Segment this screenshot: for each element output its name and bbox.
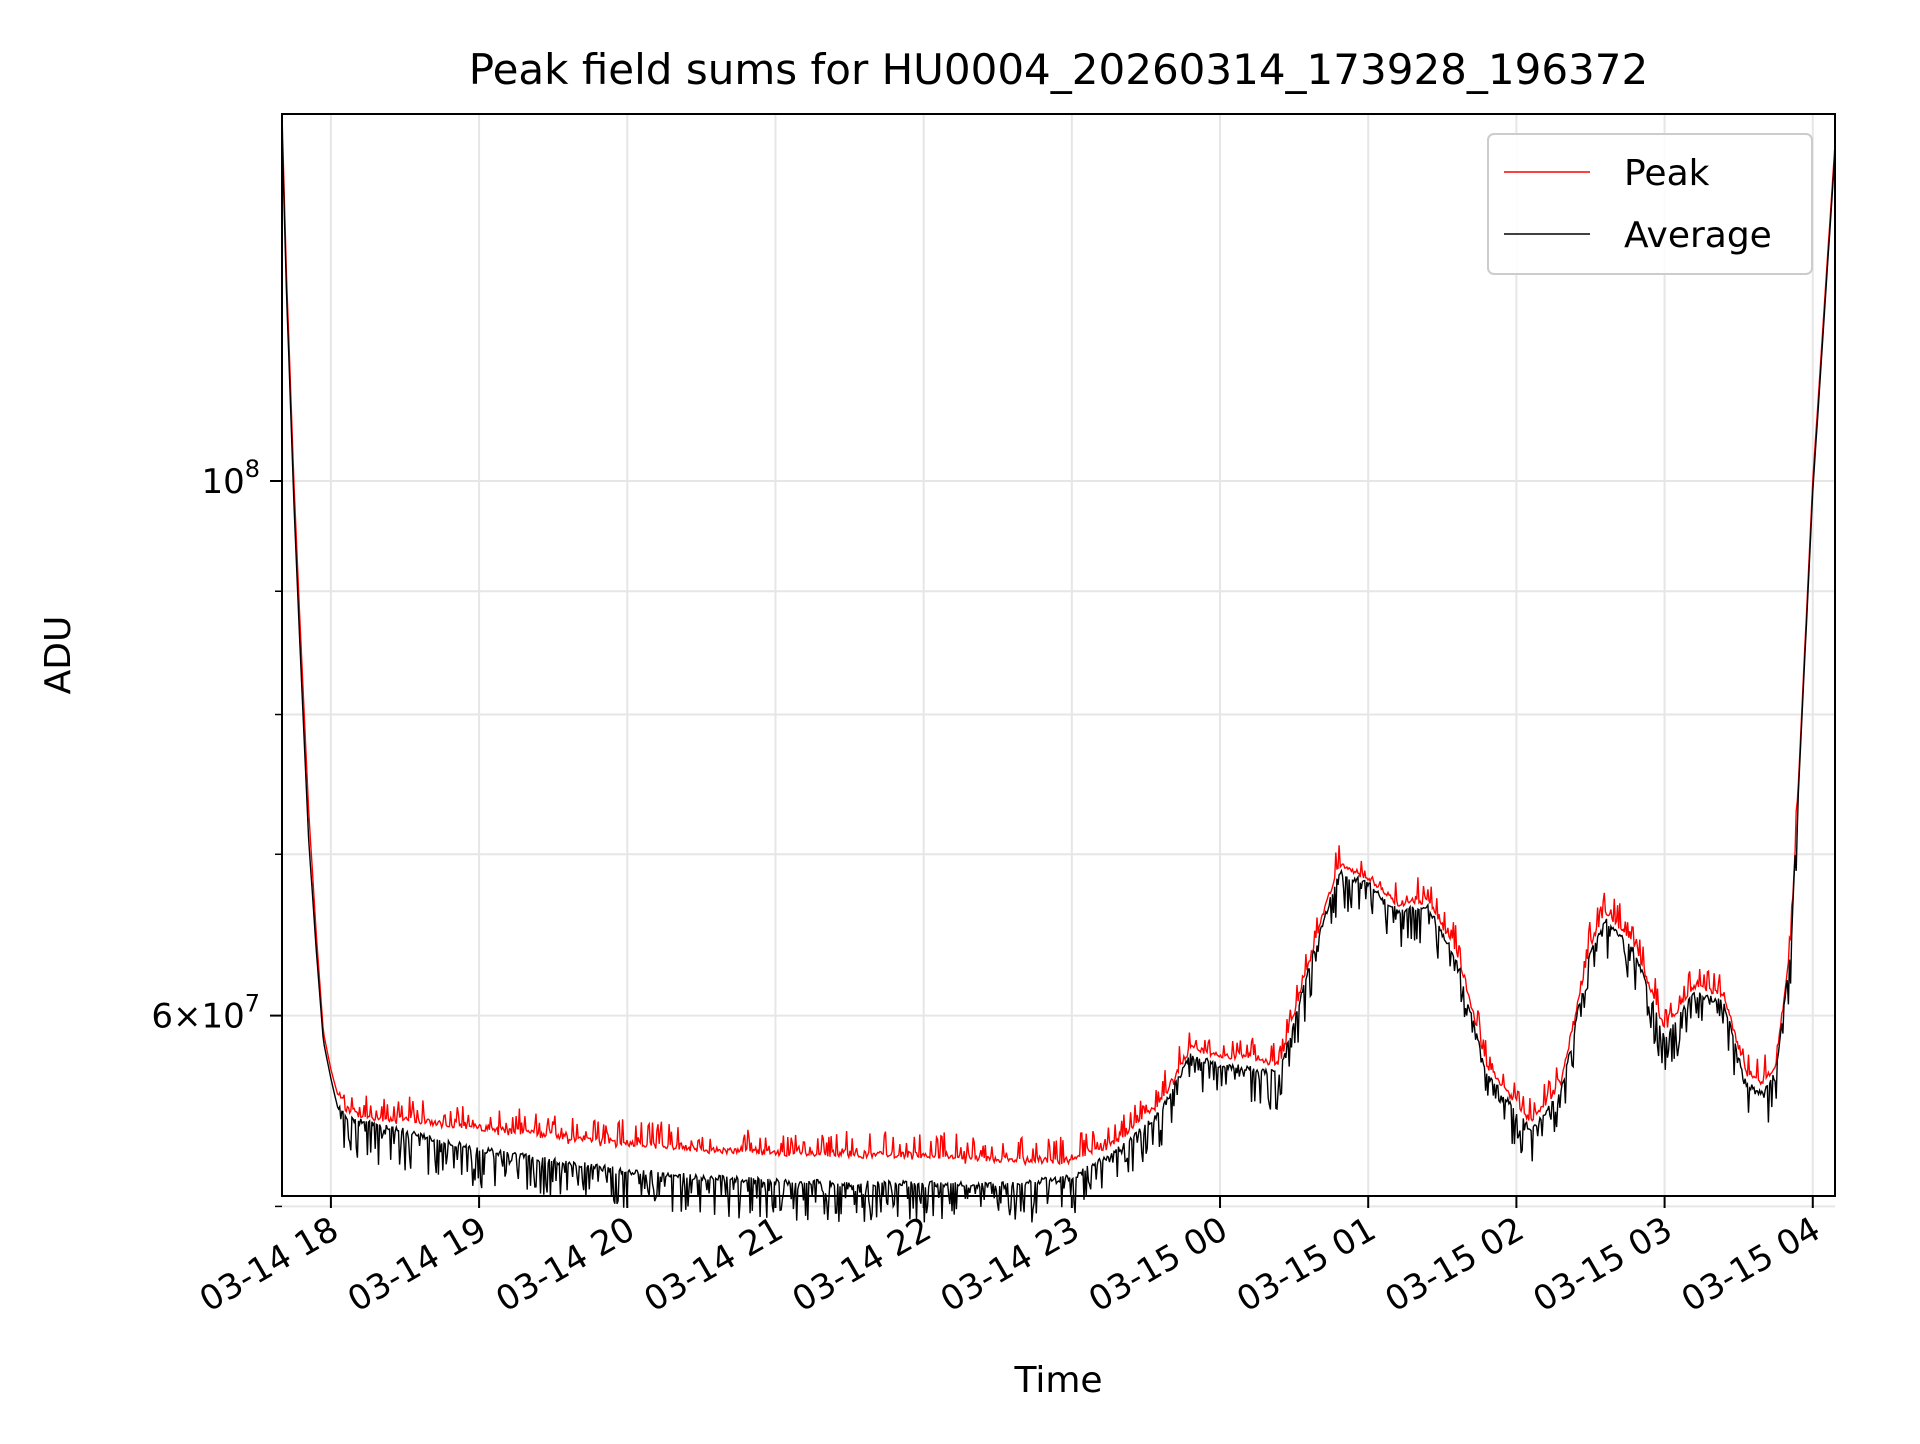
plot-frame <box>281 113 1836 1197</box>
series-line-average <box>281 128 1836 1223</box>
series-line-peak <box>281 113 1836 1167</box>
x-axis-label: Time <box>1013 1360 1102 1401</box>
y-tick-label: 108 <box>201 455 260 502</box>
legend: Peak Average <box>1487 133 1813 275</box>
grid <box>282 114 1835 1208</box>
series-group <box>281 113 1836 1223</box>
legend-label-peak: Peak <box>1624 153 1710 194</box>
chart-title: Peak field sums for HU0004_20260314_1739… <box>469 45 1648 94</box>
y-tick-exponent: 7 <box>245 990 260 1018</box>
legend-label-average: Average <box>1624 215 1772 256</box>
y-tick-exponent: 8 <box>245 455 260 483</box>
legend-box <box>1487 133 1813 275</box>
y-tick-base: 6×10 <box>151 997 244 1037</box>
y-axis-label: ADU <box>38 616 79 695</box>
y-tick-label: 6×107 <box>151 990 260 1037</box>
y-tick-base: 10 <box>201 462 244 502</box>
